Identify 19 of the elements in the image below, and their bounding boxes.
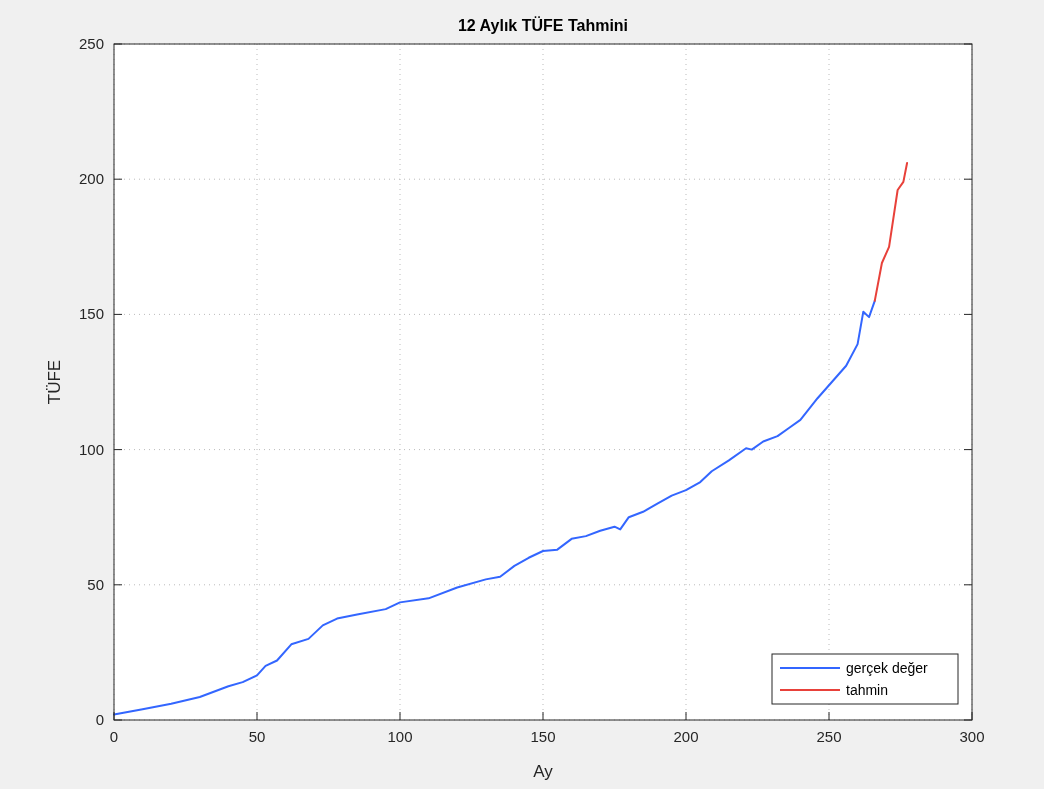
y-tick-label: 250 bbox=[78, 35, 104, 52]
legend-label: tahmin bbox=[846, 682, 889, 698]
y-tick-label: 50 bbox=[87, 575, 104, 593]
x-axis-title: Ay bbox=[533, 762, 554, 781]
chart-title: 12 Aylık TÜFE Tahmini bbox=[457, 16, 629, 34]
y-axis-title: TÜFE bbox=[45, 359, 64, 405]
x-tick-label: 100 bbox=[387, 728, 413, 745]
x-tick-label: 150 bbox=[530, 728, 556, 745]
x-tick-label: 50 bbox=[248, 728, 266, 745]
x-tick-label: 300 bbox=[959, 728, 985, 745]
x-tick-label: 0 bbox=[109, 728, 119, 745]
y-tick-label: 200 bbox=[78, 170, 104, 188]
y-tick-label: 0 bbox=[95, 711, 104, 728]
x-tick-label: 200 bbox=[673, 728, 699, 745]
y-tick-label: 150 bbox=[78, 305, 104, 323]
legend-label: gerçek değer bbox=[846, 660, 929, 676]
line-series bbox=[873, 161, 909, 302]
y-tick-label: 100 bbox=[78, 440, 104, 458]
x-tick-label: 250 bbox=[816, 728, 842, 745]
